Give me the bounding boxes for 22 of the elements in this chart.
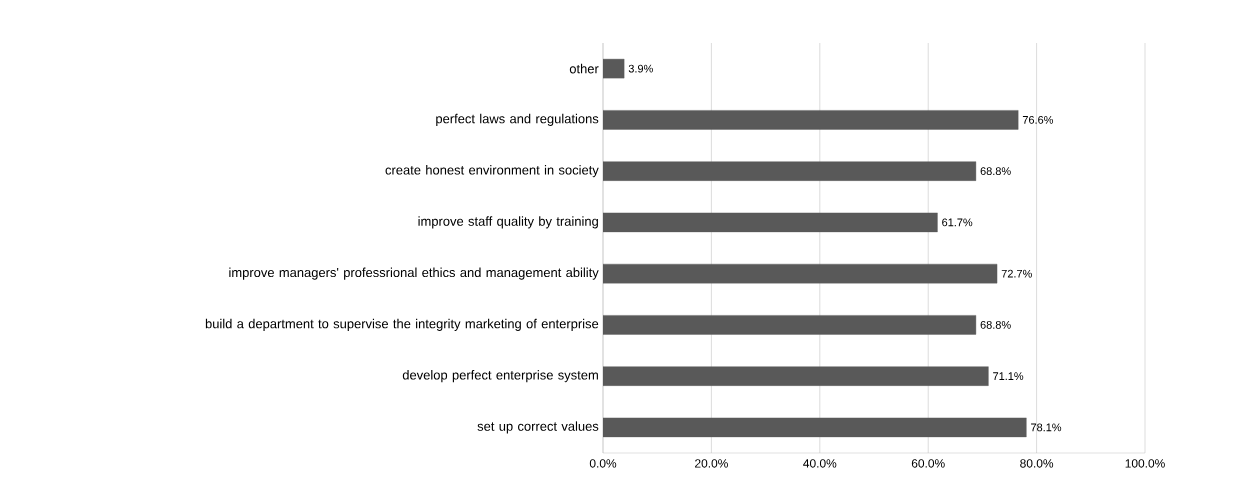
x-tick-label: 60.0% [911,459,945,468]
data-label: 3.9% [628,64,653,73]
y-tick-label: develop perfect enterprise system [402,370,598,383]
y-tick-label: other [569,63,599,74]
y-tick-label: build a department to supervise the integrity marketing of enterprise [205,318,599,331]
data-label: 68.8% [980,167,1011,176]
data-label: 76.6% [1022,116,1054,124]
x-tick-label: 40.0% [803,459,837,468]
x-tick-label: 20.0% [695,459,728,468]
y-tick-label: improve managers' professrional ethics and management ability [229,267,599,280]
data-label: 72.7% [1001,269,1032,278]
data-label: 68.8% [980,321,1011,329]
y-tick-label: perfect laws and regulations [436,113,599,126]
y-tick-label: set up correct values [477,421,599,434]
data-label: 71.1% [993,372,1024,380]
y-tick-label: create honest environment in society [385,165,599,178]
x-tick-label: 80.0% [1020,459,1054,468]
data-label: 78.1% [1031,423,1062,432]
y-tick-label: improve staff quality by training [418,216,598,229]
data-label: 61.7% [942,218,973,227]
x-tick-label: 100.0% [1125,459,1165,468]
x-tick-label: 0.0% [589,459,617,468]
